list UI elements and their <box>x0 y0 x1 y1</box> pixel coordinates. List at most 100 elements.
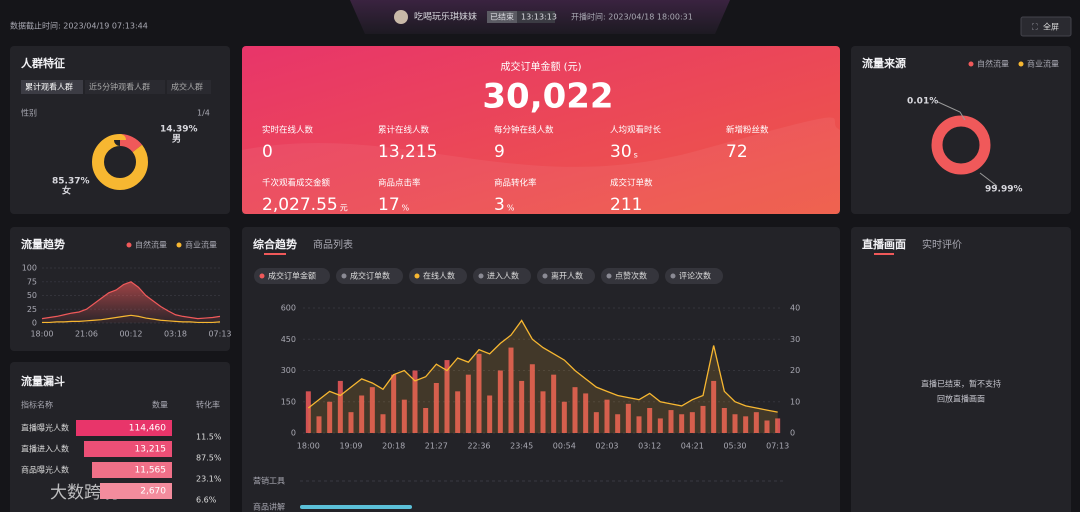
tab-underline <box>874 253 894 255</box>
bar <box>391 374 397 433</box>
metric-value: 9 <box>494 142 505 162</box>
chip[interactable] <box>537 268 595 284</box>
tab-bg[interactable] <box>167 80 211 94</box>
y2-tick-label: 10 <box>790 397 800 406</box>
row-value: 13,215 <box>135 445 167 455</box>
chip-label[interactable]: 进入人数 <box>487 271 519 281</box>
bar <box>519 380 525 433</box>
row-value: 11,565 <box>135 466 167 476</box>
slice-label: 0.01% <box>907 97 938 107</box>
fullscreen-label[interactable]: 全屏 <box>1043 22 1059 32</box>
row-value: 2,670 <box>140 487 166 497</box>
chip-label[interactable]: 点赞次数 <box>615 271 647 281</box>
tab-active[interactable]: 直播画面 <box>862 237 906 251</box>
row-label: 商品讲解 <box>253 502 285 512</box>
panel-title: 流量漏斗 <box>21 374 65 388</box>
x-tick-label: 05:30 <box>723 442 746 451</box>
chip-label[interactable]: 成交订单金额 <box>268 271 316 281</box>
pie-slice <box>92 134 148 190</box>
bar <box>508 347 514 433</box>
metric-value: 13,215 <box>378 142 437 162</box>
chip[interactable] <box>409 268 467 284</box>
tab[interactable]: 累计观看人群 <box>25 82 73 92</box>
x-tick-label: 20:18 <box>382 442 405 451</box>
tab[interactable]: 近5分钟观看人群 <box>89 82 150 92</box>
chip-dot <box>670 273 676 279</box>
y-tick-label: 25 <box>27 305 37 314</box>
funnel-bar <box>76 420 172 436</box>
chip[interactable] <box>601 268 659 284</box>
bar <box>359 395 365 433</box>
chip-label[interactable]: 在线人数 <box>423 271 455 281</box>
y-tick-label: 75 <box>27 277 37 286</box>
y-tick-label: 0 <box>32 319 37 328</box>
x-tick-label: 21:27 <box>425 442 448 451</box>
pager[interactable]: 1/4 <box>197 109 210 118</box>
tab[interactable]: 成交人群 <box>171 82 203 92</box>
tab[interactable]: 实时评价 <box>922 238 962 251</box>
area <box>42 281 220 323</box>
metric-value: 17 <box>378 195 400 215</box>
legend-label: 商业流量 <box>1027 59 1059 69</box>
chip[interactable] <box>254 268 330 284</box>
col-header: 数量 <box>152 400 168 410</box>
x-tick-label: 00:54 <box>553 442 576 451</box>
chip-label[interactable]: 离开人数 <box>551 271 583 281</box>
bar <box>433 383 439 433</box>
chip-label[interactable]: 评论次数 <box>679 271 711 281</box>
leader <box>979 172 998 187</box>
bar <box>369 387 375 433</box>
x-tick-label: 18:00 <box>30 330 53 339</box>
x-tick-label: 21:06 <box>75 330 98 339</box>
x-tick-label: 02:03 <box>595 442 618 451</box>
bar <box>540 391 546 433</box>
tab-active[interactable]: 综合趋势 <box>253 237 297 251</box>
chip[interactable] <box>473 268 531 284</box>
fullscreen-button[interactable] <box>1020 16 1072 37</box>
legend-label: 自然流量 <box>977 59 1009 69</box>
chip-dot <box>341 273 347 279</box>
legend-dot <box>968 61 974 67</box>
bar <box>465 374 471 433</box>
metric-label: 商品转化率 <box>494 178 537 189</box>
row-bar <box>300 505 412 509</box>
bar <box>423 408 429 433</box>
rate: 6.6% <box>196 496 217 505</box>
bar <box>337 380 343 433</box>
duration-badge <box>517 11 555 23</box>
metric-label: 累计在线人数 <box>378 125 430 136</box>
leader <box>937 101 966 121</box>
panel-title: 流量来源 <box>862 56 906 70</box>
col-header: 指标名称 <box>21 400 53 410</box>
tab-bg[interactable] <box>21 80 83 94</box>
rate: 87.5% <box>196 454 222 463</box>
row-name: 直播进入人数 <box>21 444 69 454</box>
tab[interactable]: 商品列表 <box>313 238 353 251</box>
metric-label: 人均观看时长 <box>610 125 662 136</box>
line <box>41 281 221 320</box>
bar <box>305 391 311 433</box>
x-tick-label: 07:13 <box>208 330 231 339</box>
funnel-bar <box>92 462 172 478</box>
y2-tick-label: 30 <box>790 335 800 344</box>
metric-unit: % <box>402 204 410 213</box>
y-tick-label: 450 <box>281 335 296 344</box>
bar <box>668 410 674 433</box>
tab-underline <box>264 253 286 255</box>
chip[interactable] <box>336 268 403 284</box>
label: 性别 <box>21 108 37 118</box>
tab-bg[interactable] <box>85 80 165 94</box>
chip-dot <box>542 273 548 279</box>
start-time: 开播时间: 2023/04/18 18:00:31 <box>571 12 693 22</box>
chip-dot <box>478 273 484 279</box>
bar <box>657 418 663 433</box>
x-tick-label: 00:12 <box>119 330 142 339</box>
bar <box>380 414 386 433</box>
chip-label[interactable]: 成交订单数 <box>350 271 390 281</box>
chip[interactable] <box>665 268 723 284</box>
y2-tick-label: 20 <box>790 366 800 375</box>
metric-label: 新增粉丝数 <box>726 125 769 136</box>
x-tick-label: 03:12 <box>638 442 661 451</box>
bar <box>412 370 418 433</box>
bar <box>327 401 333 433</box>
